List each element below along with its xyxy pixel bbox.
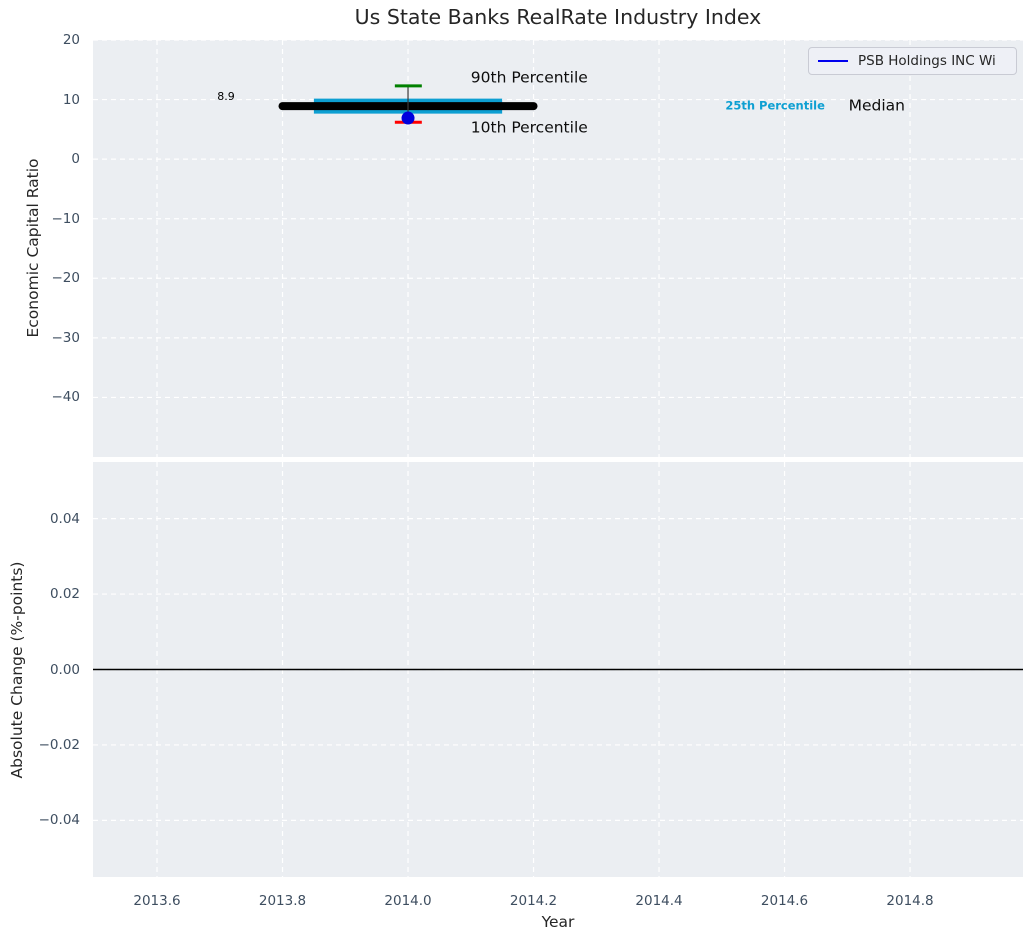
ytick-label: 10 xyxy=(62,91,80,108)
percentile-10-label: 10th Percentile xyxy=(470,118,588,137)
ytick-label: 0.00 xyxy=(49,661,80,678)
legend: PSB Holdings INC Wi xyxy=(808,47,1017,75)
xtick-label: 2014.4 xyxy=(635,893,683,909)
ytick-label: 0.02 xyxy=(49,586,80,603)
xtick-label: 2014.8 xyxy=(886,893,934,909)
plot-area-0 xyxy=(93,40,1023,457)
legend-label: PSB Holdings INC Wi xyxy=(858,53,996,69)
median-label: Median xyxy=(848,95,905,114)
ytick-label: 20 xyxy=(62,32,80,48)
xtick-label: 2014.6 xyxy=(760,893,809,909)
ytick-label: −10 xyxy=(51,210,81,227)
ytick-label: −20 xyxy=(51,270,81,287)
psb-holdings-point xyxy=(401,111,415,125)
ytick-label: −40 xyxy=(51,389,81,406)
x-axis-label: Year xyxy=(541,913,575,931)
y-axis-label-top: Economic Capital Ratio xyxy=(24,158,42,338)
xtick-label: 2014.0 xyxy=(384,893,432,909)
ytick-label: 0.04 xyxy=(49,510,80,527)
xtick-label: 2014.2 xyxy=(509,893,558,909)
legend-line-sample-icon xyxy=(818,59,848,63)
median-value-label: 8.9 xyxy=(217,90,235,104)
percentile-25-label: 25th Percentile xyxy=(725,98,825,113)
ytick-label: 0 xyxy=(71,151,80,168)
percentile-90-label: 90th Percentile xyxy=(470,68,588,87)
xtick-label: 2013.8 xyxy=(258,893,307,909)
ytick-label: −30 xyxy=(51,329,81,346)
ytick-label: −0.04 xyxy=(38,812,80,829)
chart-title: Us State Banks RealRate Industry Index xyxy=(354,5,762,29)
xtick-label: 2013.6 xyxy=(133,893,181,909)
ytick-label: −0.02 xyxy=(38,736,80,753)
